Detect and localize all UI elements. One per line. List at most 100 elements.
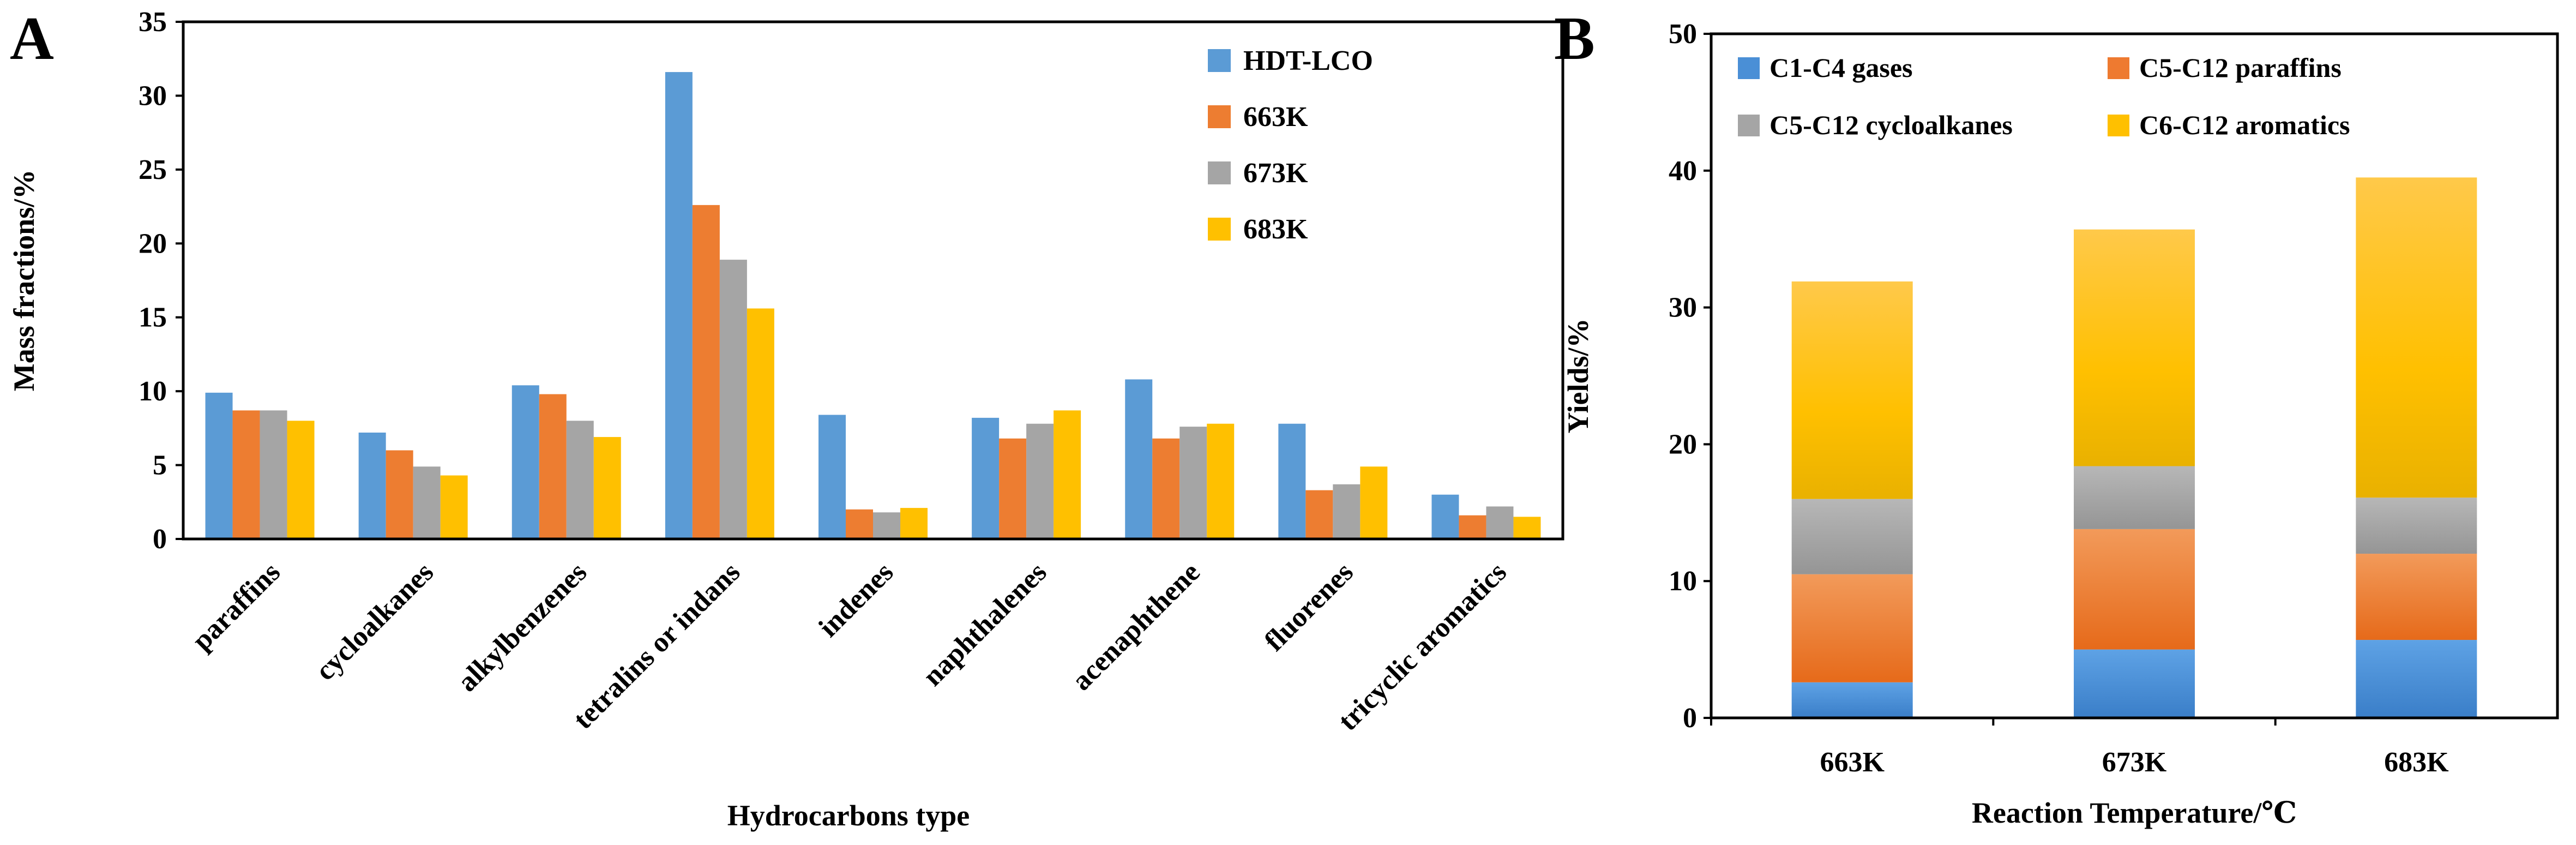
- bar-segment-c1-c4-gases-683k: [2356, 640, 2477, 718]
- bar-683k-tetralins-or-indans: [747, 308, 774, 539]
- y-tick-label: 0: [153, 524, 167, 555]
- legend-label-c5-c12-cycloalkanes: C5-C12 cycloalkanes: [1770, 110, 2013, 140]
- panel-a-y-axis-title: Mass fractions/%: [8, 170, 40, 391]
- bar-hdt-lco-cycloalkanes: [358, 432, 386, 539]
- bar-673k-alkylbenzenes: [566, 421, 594, 539]
- legend-swatch-673k: [1208, 161, 1231, 184]
- legend-swatch-c5-c12-paraffins: [2108, 57, 2129, 79]
- x-tick-label-alkylbenzenes: alkylbenzenes: [452, 556, 593, 698]
- bar-673k-indenes: [873, 512, 900, 539]
- panel-b-y-ticks: 0 10 20 30 40 50: [1669, 19, 1711, 734]
- bar-663k-paraffins: [232, 410, 260, 539]
- panel-b-x-axis-title: Reaction Temperature/℃: [1972, 796, 2297, 829]
- bar-segment-c1-c4-gases-673k: [2074, 649, 2195, 718]
- legend-swatch-c1-c4-gases: [1738, 57, 1760, 79]
- panel-b-legend: C1-C4 gases C5-C12 paraffins C5-C12 cycloa…: [1738, 52, 2350, 140]
- bar-segment-c5-c12-cycloalkanes-683k: [2356, 498, 2477, 554]
- bar-hdt-lco-fluorenes: [1278, 423, 1306, 539]
- bar-663k-tetralins-or-indans: [692, 205, 720, 539]
- bar-663k-alkylbenzenes: [539, 394, 567, 539]
- bar-hdt-lco-tetralins-or-indans: [665, 72, 693, 539]
- x-tick-label-tetralins-or-indans: tetralins or indans: [568, 556, 747, 735]
- x-tick-label-naphthalenes: naphthalenes: [917, 556, 1053, 692]
- bar-663k-fluorenes: [1305, 490, 1333, 539]
- y-tick-label: 10: [1669, 566, 1697, 597]
- panel-a-x-ticks: paraffins cycloalkanes alkylbenzenestetral…: [186, 556, 1513, 737]
- legend-label-c1-c4-gases: C1-C4 gases: [1770, 52, 1912, 83]
- bar-663k-indenes: [846, 509, 873, 539]
- y-tick-label: 15: [139, 302, 167, 333]
- bar-683k-alkylbenzenes: [593, 437, 621, 539]
- bar-hdt-lco-paraffins: [205, 392, 233, 539]
- x-tick-label-acenaphthene: acenaphthene: [1066, 556, 1206, 697]
- bar-segment-c6-c12-aromatics-663k: [1791, 281, 1913, 499]
- panel-a-plot-frame: [182, 20, 1564, 541]
- bar-663k-acenaphthene: [1152, 438, 1180, 539]
- bar-hdt-lco-naphthalenes: [972, 417, 1000, 539]
- bar-673k-acenaphthene: [1179, 427, 1207, 539]
- bar-683k-paraffins: [287, 421, 315, 539]
- y-tick-label: 40: [1669, 155, 1697, 187]
- x-tick-label-683k: 683K: [2384, 747, 2449, 778]
- x-tick-label-tricyclic-aromatics: tricyclic aromatics: [1332, 556, 1513, 737]
- y-tick-label: 30: [1669, 292, 1697, 323]
- bar-hdt-lco-tricyclic-aromatics: [1431, 494, 1459, 539]
- legend-swatch-663k: [1208, 105, 1231, 128]
- bar-segment-c5-c12-paraffins-673k: [2074, 529, 2195, 650]
- panel-letter-a: A: [10, 5, 54, 73]
- bar-hdt-lco-indenes: [818, 415, 846, 539]
- legend-swatch-683k: [1208, 218, 1231, 241]
- legend-swatch-c6-c12-aromatics: [2108, 115, 2129, 136]
- bar-673k-tricyclic-aromatics: [1486, 506, 1514, 539]
- bar-683k-fluorenes: [1360, 466, 1388, 539]
- panel-b-bars: [1791, 177, 2477, 718]
- x-tick-label-673k: 673K: [2102, 747, 2167, 778]
- bar-663k-cycloalkanes: [386, 450, 413, 539]
- y-tick-label: 35: [139, 7, 167, 38]
- bar-663k-tricyclic-aromatics: [1459, 515, 1486, 539]
- bar-683k-indenes: [900, 508, 928, 539]
- legend-label-673k: 673K: [1243, 158, 1308, 189]
- panel-letter-b: B: [1554, 5, 1595, 73]
- legend-label-683k: 683K: [1243, 214, 1308, 245]
- y-tick-label: 20: [1669, 429, 1697, 460]
- bar-673k-fluorenes: [1333, 484, 1361, 539]
- panel-a-legend: HDT-LCO 663K 673K 683K: [1208, 45, 1373, 245]
- bar-673k-paraffins: [260, 410, 287, 539]
- legend-swatch-c5-c12-cycloalkanes: [1738, 115, 1760, 136]
- bar-segment-c6-c12-aromatics-673k: [2074, 229, 2195, 466]
- panel-b: B 0 10 20 30 40 50 663K 673K 683K Reaction Temp…: [1554, 5, 2559, 829]
- bar-683k-naphthalenes: [1054, 410, 1081, 539]
- x-tick-label-indenes: indenes: [813, 556, 900, 643]
- legend-swatch-hdt-lco: [1208, 49, 1231, 72]
- panel-b-x-ticks: 663K 673K 683K: [1710, 718, 2449, 778]
- y-tick-label: 50: [1669, 19, 1697, 50]
- legend-label-hdt-lco: HDT-LCO: [1243, 45, 1373, 76]
- y-tick-label: 20: [139, 228, 167, 259]
- bar-673k-tetralins-or-indans: [719, 260, 747, 539]
- bar-segment-c5-c12-paraffins-683k: [2356, 554, 2477, 640]
- bar-683k-tricyclic-aromatics: [1513, 517, 1541, 539]
- bar-segment-c6-c12-aromatics-683k: [2356, 177, 2477, 498]
- legend-label-c6-c12-aromatics: C6-C12 aromatics: [2139, 110, 2350, 140]
- bar-663k-naphthalenes: [999, 438, 1027, 539]
- panel-a-y-ticks: 0 5 10 15 20 25 30 35: [139, 7, 183, 555]
- y-tick-label: 5: [153, 450, 167, 481]
- x-tick-label-fluorenes: fluorenes: [1259, 556, 1359, 657]
- y-tick-label: 30: [139, 80, 167, 111]
- bar-segment-c5-c12-paraffins-663k: [1791, 574, 1913, 682]
- x-tick-label-paraffins: paraffins: [186, 556, 286, 656]
- y-tick-label: 10: [139, 376, 167, 407]
- bar-683k-acenaphthene: [1207, 423, 1235, 539]
- bar-segment-c1-c4-gases-663k: [1791, 682, 1913, 718]
- y-tick-label: 25: [139, 154, 167, 185]
- panel-a: A 0 5 10 15 20 25 30 35 paraffins cycloalkanes al…: [8, 5, 1564, 832]
- panel-b-plot-frame: [1710, 32, 2559, 720]
- bar-segment-c5-c12-cycloalkanes-663k: [1791, 499, 1913, 574]
- panel-b-y-axis-title: Yields/%: [1562, 318, 1594, 433]
- bar-673k-naphthalenes: [1026, 423, 1054, 539]
- panel-a-x-axis-title: Hydrocarbons type: [727, 799, 970, 832]
- legend-label-663k: 663K: [1243, 101, 1308, 133]
- legend-label-c5-c12-paraffins: C5-C12 paraffins: [2139, 52, 2342, 83]
- bar-683k-cycloalkanes: [440, 475, 468, 539]
